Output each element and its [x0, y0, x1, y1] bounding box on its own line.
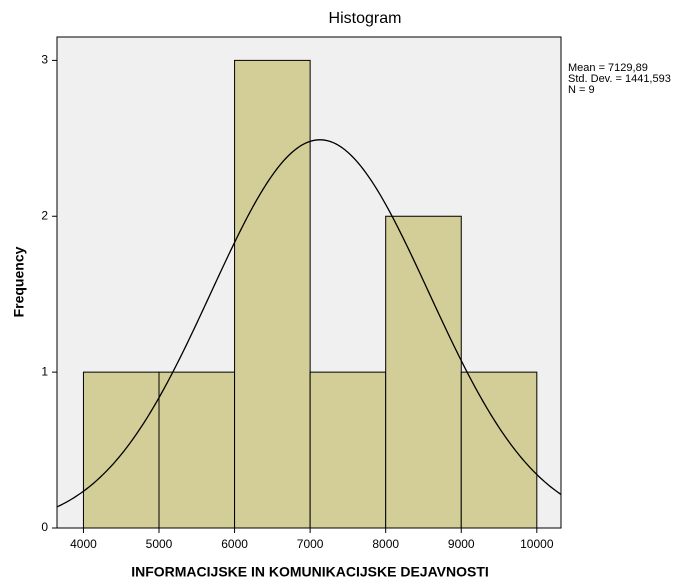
bar — [158, 371, 236, 529]
x-tick-label: 9000 — [448, 537, 475, 551]
y-axis-label: Frequency — [11, 246, 27, 317]
bar — [234, 59, 311, 529]
bar — [460, 371, 538, 529]
bar — [82, 371, 160, 529]
y-tick-label: 3 — [41, 53, 48, 67]
x-tick-label: 7000 — [297, 537, 324, 551]
y-tick-label: 2 — [41, 208, 48, 222]
y-tick-label: 0 — [41, 520, 48, 534]
x-tick-label: 8000 — [372, 537, 399, 551]
bar — [309, 371, 387, 529]
stat-annotation: N = 9 — [568, 84, 595, 96]
x-axis-label: INFORMACIJSKE IN KOMUNIKACIJSKE DEJAVNOS… — [131, 564, 489, 580]
stat-annotation: Std. Dev. = 1441,593 — [568, 73, 671, 85]
stat-annotation: Mean = 7129,89 — [568, 62, 648, 74]
y-tick-label: 1 — [41, 364, 48, 378]
x-tick-label: 10000 — [520, 537, 554, 551]
x-tick-label: 6000 — [221, 537, 248, 551]
x-tick-label: 4000 — [70, 537, 97, 551]
x-tick-label: 5000 — [146, 537, 173, 551]
bar — [385, 215, 462, 529]
normal-curve — [56, 139, 562, 508]
chart-title: Histogram — [329, 10, 402, 27]
